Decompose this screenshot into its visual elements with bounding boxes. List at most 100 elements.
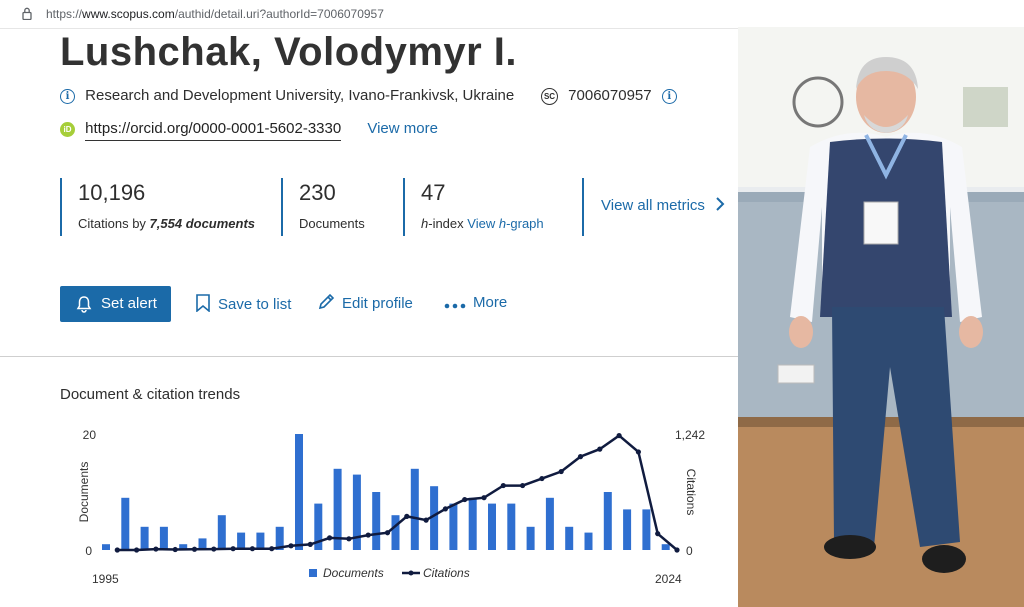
view-h-graph-link[interactable]: View h-graph [467, 216, 544, 231]
scopus-id-badge: SC [541, 87, 558, 105]
document-bar[interactable] [198, 538, 207, 550]
citation-point[interactable] [211, 546, 217, 552]
pencil-icon [318, 293, 335, 310]
document-bar[interactable] [391, 515, 400, 550]
citation-point[interactable] [307, 541, 313, 547]
citations-label[interactable]: Citations by 7,554 documents [78, 216, 256, 231]
chart-title: Document & citation trends [60, 386, 241, 403]
edit-profile-button[interactable]: Edit profile [317, 293, 413, 312]
y-tick-label: 20 [83, 428, 97, 442]
section-divider [0, 356, 738, 357]
legend-citations-marker [408, 570, 414, 576]
trends-chart: 20 0 1,242 0 Documents Citations 1995 20… [77, 428, 705, 586]
document-bar[interactable] [410, 468, 419, 550]
citation-point[interactable] [365, 532, 371, 538]
document-bar[interactable] [295, 434, 303, 550]
citation-point[interactable] [249, 546, 255, 552]
document-bar[interactable] [121, 497, 130, 550]
legend-documents-label: Documents [323, 566, 384, 580]
document-bar[interactable] [642, 509, 651, 550]
y2-axis-label: Citations [684, 469, 698, 516]
citation-point[interactable] [230, 546, 236, 552]
document-bar[interactable] [333, 468, 342, 550]
document-bar[interactable] [430, 486, 439, 550]
citation-point[interactable] [442, 506, 448, 512]
more-dots-icon [444, 303, 466, 309]
author-name: Lushchak, Volodymyr I. [60, 30, 518, 74]
hindex-label: h-index View h-graph [421, 216, 544, 231]
documents-count: 230 [299, 180, 336, 205]
document-bar[interactable] [565, 526, 574, 550]
document-bar[interactable] [526, 526, 535, 550]
document-bar[interactable] [159, 526, 168, 550]
citation-point[interactable] [384, 530, 391, 536]
documents-label[interactable]: Documents [299, 216, 365, 231]
x-start-label: 1995 [92, 572, 119, 586]
document-bar[interactable] [256, 532, 265, 550]
hindex-metric: 47 h-index View h-graph [403, 178, 571, 236]
citation-point[interactable] [674, 547, 680, 553]
info-icon[interactable]: i [661, 88, 677, 104]
citation-point[interactable] [520, 482, 526, 489]
citation-point[interactable] [327, 535, 333, 541]
citation-point[interactable] [558, 468, 564, 475]
citations-points [114, 432, 680, 553]
more-button[interactable]: More [444, 294, 507, 311]
citation-point[interactable] [114, 547, 120, 553]
citation-point[interactable] [481, 495, 487, 501]
set-alert-button[interactable]: Set alert [60, 286, 171, 322]
citation-point[interactable] [191, 546, 198, 552]
document-bar[interactable] [584, 532, 593, 550]
view-more-link[interactable]: View more [367, 120, 438, 137]
document-bar[interactable] [179, 544, 188, 550]
document-bar[interactable] [314, 503, 323, 550]
citation-point[interactable] [577, 454, 584, 460]
citation-point[interactable] [500, 482, 506, 489]
citation-point[interactable] [153, 546, 159, 552]
document-bar[interactable] [623, 509, 632, 550]
citation-point[interactable] [616, 432, 622, 439]
metric-divider [582, 178, 584, 236]
citation-point[interactable] [134, 547, 140, 553]
orcid-link[interactable]: https://orcid.org/0000-0001-5602-3330 [85, 120, 342, 141]
orcid-row: iD https://orcid.org/0000-0001-5602-3330… [60, 120, 438, 141]
document-bar[interactable] [468, 497, 477, 550]
document-bar[interactable] [507, 503, 516, 550]
lock-icon [22, 7, 32, 20]
affiliation-text[interactable]: Research and Development University, Iva… [85, 87, 515, 104]
document-bar[interactable] [372, 492, 381, 550]
view-all-metrics-link[interactable]: View all metrics [601, 197, 725, 214]
document-bar[interactable] [545, 497, 554, 550]
citation-point[interactable] [655, 531, 661, 537]
document-bar[interactable] [237, 532, 246, 550]
document-bar[interactable] [102, 544, 110, 550]
affiliation-row: i Research and Development University, I… [60, 87, 514, 104]
document-bar[interactable] [449, 503, 458, 550]
address-bar[interactable]: https://www.scopus.com/authid/detail.uri… [0, 0, 738, 29]
citation-point[interactable] [423, 517, 429, 523]
x-end-label: 2024 [655, 572, 682, 586]
document-bar[interactable] [275, 526, 284, 550]
hindex-value: 47 [421, 180, 446, 205]
citation-point[interactable] [462, 496, 468, 503]
citation-point[interactable] [269, 546, 275, 552]
scopus-id: 7006070957 [568, 87, 652, 104]
citation-point[interactable] [288, 543, 294, 549]
url-text[interactable]: https://www.scopus.com/authid/detail.uri… [46, 7, 384, 21]
document-bar[interactable] [603, 492, 612, 550]
document-bar[interactable] [352, 474, 361, 550]
citation-point[interactable] [635, 449, 642, 455]
citation-point[interactable] [346, 536, 352, 542]
citation-point[interactable] [172, 546, 178, 553]
citation-point[interactable] [539, 475, 545, 482]
save-to-list-button[interactable]: Save to list [195, 294, 291, 313]
document-bar[interactable] [140, 526, 149, 550]
info-icon[interactable]: i [60, 88, 75, 104]
citation-point[interactable] [404, 513, 410, 519]
y-tick-label: 0 [85, 544, 92, 558]
legend-citations-label: Citations [423, 566, 470, 580]
document-bar[interactable] [661, 544, 670, 550]
citation-point[interactable] [597, 446, 603, 452]
document-bar[interactable] [217, 515, 226, 550]
document-bar[interactable] [488, 503, 496, 550]
